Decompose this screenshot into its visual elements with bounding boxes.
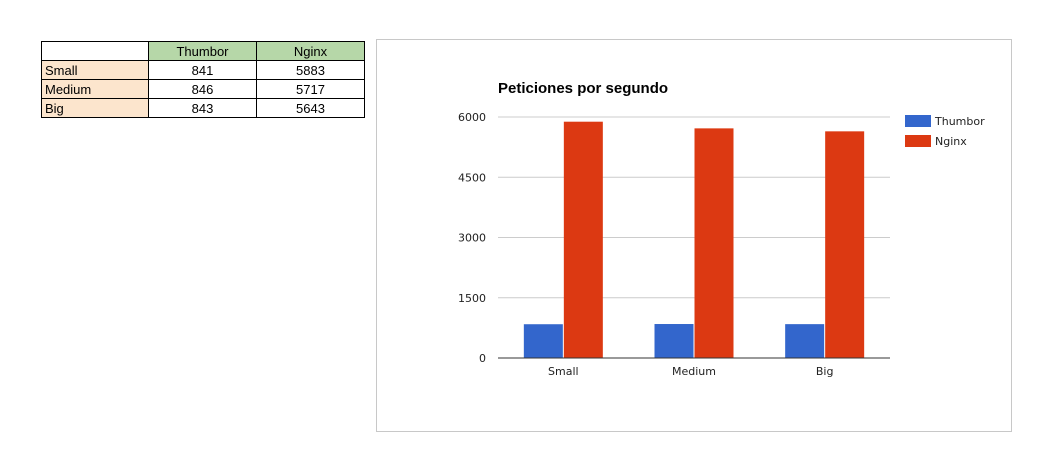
cell-small-thumbor[interactable]: 841 bbox=[148, 60, 257, 80]
chart-legend: Thumbor Nginx bbox=[905, 115, 985, 148]
chart-axes: 0 1500 3000 4500 6000 Small Medium Big bbox=[458, 111, 890, 378]
table-row: Small 841 5883 bbox=[41, 60, 365, 80]
table-header-nginx[interactable]: Nginx bbox=[256, 41, 365, 61]
bar-thumbor-medium[interactable] bbox=[654, 324, 694, 358]
table-header-thumbor[interactable]: Thumbor bbox=[148, 41, 257, 61]
bar-thumbor-small[interactable] bbox=[523, 324, 563, 358]
y-tick-label: 1500 bbox=[458, 292, 486, 305]
data-table: Thumbor Nginx Small 841 5883 Medium 846 … bbox=[41, 41, 365, 118]
x-tick-label: Big bbox=[816, 365, 834, 378]
bar-nginx-big[interactable] bbox=[825, 131, 865, 358]
legend-label-thumbor[interactable]: Thumbor bbox=[934, 115, 985, 128]
table-row: Medium 846 5717 bbox=[41, 79, 365, 99]
bar-thumbor-big[interactable] bbox=[785, 324, 825, 358]
y-tick-label: 0 bbox=[479, 352, 486, 365]
y-tick-label: 6000 bbox=[458, 111, 486, 124]
bar-chart: Peticiones por segundo 0 1500 3000 4500 6000… bbox=[458, 80, 985, 378]
chart-bars bbox=[523, 121, 865, 359]
y-tick-label: 3000 bbox=[458, 232, 486, 245]
cell-small-nginx[interactable]: 5883 bbox=[256, 60, 365, 80]
legend-label-nginx[interactable]: Nginx bbox=[935, 135, 967, 148]
table-header-row: Thumbor Nginx bbox=[41, 41, 365, 61]
legend-swatch-nginx[interactable] bbox=[905, 135, 931, 147]
row-label-small[interactable]: Small bbox=[41, 60, 149, 80]
x-tick-label: Medium bbox=[672, 365, 716, 378]
legend-swatch-thumbor[interactable] bbox=[905, 115, 931, 127]
row-label-big[interactable]: Big bbox=[41, 98, 149, 118]
chart-grid bbox=[498, 116, 890, 299]
cell-big-nginx[interactable]: 5643 bbox=[256, 98, 365, 118]
y-tick-label: 4500 bbox=[458, 171, 486, 184]
bar-nginx-small[interactable] bbox=[563, 121, 603, 359]
cell-medium-nginx[interactable]: 5717 bbox=[256, 79, 365, 99]
bar-nginx-medium[interactable] bbox=[694, 128, 734, 358]
table-corner-cell[interactable] bbox=[41, 41, 149, 61]
chart-title: Peticiones por segundo bbox=[498, 80, 668, 97]
x-tick-label: Small bbox=[548, 365, 579, 378]
cell-medium-thumbor[interactable]: 846 bbox=[148, 79, 257, 99]
row-label-medium[interactable]: Medium bbox=[41, 79, 149, 99]
chart-panel[interactable]: Peticiones por segundo 0 1500 3000 4500 6000… bbox=[376, 39, 1012, 432]
table-row: Big 843 5643 bbox=[41, 98, 365, 118]
cell-big-thumbor[interactable]: 843 bbox=[148, 98, 257, 118]
